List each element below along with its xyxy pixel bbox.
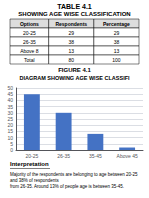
svg-text:38: 38 xyxy=(114,39,120,45)
svg-text:35: 35 xyxy=(7,104,13,110)
svg-text:TABLE 4.1: TABLE 4.1 xyxy=(57,3,92,10)
svg-text:50: 50 xyxy=(7,85,13,91)
svg-text:Respondents: Respondents xyxy=(55,21,87,27)
svg-text:100: 100 xyxy=(112,57,121,63)
svg-text:Total: Total xyxy=(24,57,35,63)
svg-text:20-25: 20-25 xyxy=(25,153,38,159)
svg-text:from 26-35. Around 13% of peop: from 26-35. Around 13% of people age is … xyxy=(10,184,124,189)
svg-text:Majority of the respondents ar: Majority of the respondents are belongin… xyxy=(10,172,139,177)
svg-text:Options: Options xyxy=(20,21,39,27)
svg-text:SHOWING AGE WISE CLASSIFICATIO: SHOWING AGE WISE CLASSIFICATION xyxy=(18,11,130,17)
svg-text:13: 13 xyxy=(114,48,120,54)
svg-text:5: 5 xyxy=(10,141,13,147)
svg-text:Above 45: Above 45 xyxy=(117,153,138,159)
svg-text:20-25: 20-25 xyxy=(23,30,36,36)
svg-text:10: 10 xyxy=(7,135,13,141)
svg-text:26-35: 26-35 xyxy=(57,153,70,159)
svg-text:Percentage: Percentage xyxy=(103,21,130,27)
svg-text:26-35: 26-35 xyxy=(23,39,36,45)
svg-text:45: 45 xyxy=(7,91,13,97)
svg-text:DIAGRAM SHOWING AGE WISE CLASS: DIAGRAM SHOWING AGE WISE CLASSIFI xyxy=(19,75,130,81)
svg-text:40: 40 xyxy=(7,97,13,103)
svg-text:Interpretation: Interpretation xyxy=(10,161,49,167)
svg-text:0: 0 xyxy=(10,147,13,153)
svg-text:25: 25 xyxy=(7,116,13,122)
svg-text:80: 80 xyxy=(68,57,74,63)
svg-text:30: 30 xyxy=(7,110,13,116)
svg-text:29: 29 xyxy=(68,30,74,36)
svg-text:29: 29 xyxy=(114,30,120,36)
svg-text:35-45: 35-45 xyxy=(89,153,102,159)
svg-text:20: 20 xyxy=(7,122,13,128)
svg-text:FIGURE 4.1: FIGURE 4.1 xyxy=(58,67,91,73)
svg-text:Above 8: Above 8 xyxy=(20,48,39,54)
svg-text:15: 15 xyxy=(7,128,13,134)
svg-text:13: 13 xyxy=(68,48,74,54)
svg-text:38: 38 xyxy=(68,39,74,45)
svg-text:and 38% of respondents: and 38% of respondents xyxy=(10,178,60,183)
